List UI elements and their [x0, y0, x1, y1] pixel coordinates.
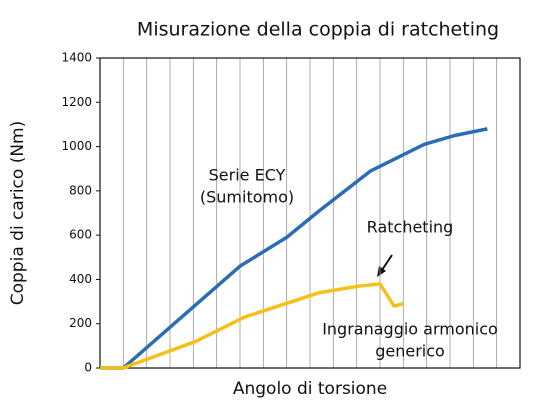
y-axis-label: Coppia di carico (Nm)	[8, 121, 28, 306]
y-tick-label: 200	[69, 316, 92, 330]
chart-title: Misurazione della coppia di ratcheting	[137, 19, 499, 41]
y-tick-label: 0	[84, 361, 92, 375]
arrow-head	[377, 266, 386, 277]
y-tick-label: 400	[69, 272, 92, 286]
annotation: Ratcheting	[367, 218, 454, 237]
line-series	[100, 127, 488, 370]
y-tick-label: 1200	[61, 95, 92, 109]
y-tick-label: 1000	[61, 139, 92, 153]
annotation: generico	[375, 342, 445, 361]
x-axis-label: Angolo di torsione	[233, 379, 387, 399]
annotation: Ingranaggio armonico	[322, 320, 498, 339]
plot-frame	[99, 57, 521, 369]
annotation: (Sumitomo)	[200, 188, 294, 207]
y-tick-label: 600	[69, 228, 92, 242]
y-tick-label: 800	[69, 183, 92, 197]
y-tick-label: 1400	[61, 51, 92, 65]
annotation: Serie ECY	[209, 166, 286, 185]
line-series	[100, 282, 404, 370]
arrow	[381, 254, 393, 271]
